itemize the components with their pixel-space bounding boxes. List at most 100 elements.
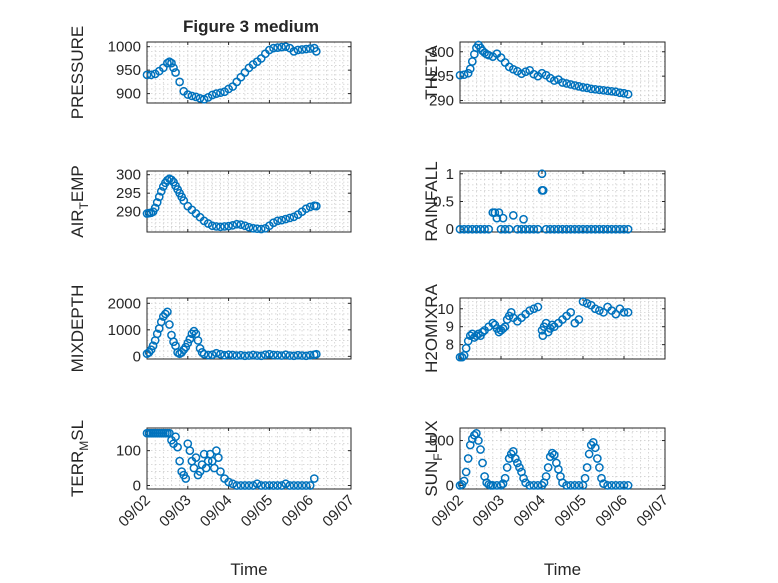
data-point [615, 481, 625, 490]
data-point [183, 90, 193, 99]
data-point [169, 63, 178, 73]
data-point [595, 224, 604, 234]
y-tick-label: 500 [429, 433, 454, 450]
series-pressure [142, 42, 321, 104]
data-point [224, 477, 233, 487]
data-point [260, 481, 270, 490]
y-tick-label: 900 [116, 86, 141, 103]
data-point [537, 68, 547, 78]
data-point [599, 224, 608, 234]
data-point [529, 304, 539, 314]
data-point [142, 70, 152, 80]
data-point [240, 221, 250, 231]
data-point [595, 85, 604, 95]
y-tick-label: 0 [133, 348, 141, 365]
data-point [478, 327, 487, 337]
y-tick-label: 8 [446, 337, 454, 354]
series-sun_flux [455, 429, 633, 490]
data-point [570, 81, 580, 90]
data-point [455, 224, 465, 234]
data-point [541, 472, 551, 481]
data-point [619, 308, 629, 317]
data-point [566, 308, 576, 317]
data-point [216, 222, 225, 232]
data-point [256, 351, 266, 361]
data-point [156, 186, 166, 196]
data-point [484, 50, 494, 60]
data-point [173, 442, 182, 452]
data-point [232, 351, 242, 360]
y-tick-label: 950 [116, 62, 141, 79]
axes-box [459, 297, 666, 360]
data-point [236, 350, 246, 360]
data-point [269, 481, 278, 490]
data-point [590, 443, 600, 453]
data-point [500, 473, 510, 483]
data-point [459, 476, 469, 486]
data-point [244, 222, 254, 232]
y-tick-label: 290 [116, 204, 141, 221]
data-point [607, 86, 617, 96]
data-point [498, 479, 508, 488]
data-point [285, 213, 295, 223]
data-point [517, 69, 526, 79]
data-point [228, 220, 238, 230]
y-tick-label: 0.5 [433, 194, 454, 211]
data-point [199, 349, 209, 359]
data-point [248, 223, 258, 233]
data-point [207, 90, 217, 100]
data-point [603, 86, 612, 96]
data-point [289, 481, 299, 490]
data-point [498, 213, 508, 223]
y-axis-label: PRESSURE [68, 26, 87, 120]
y-tick-label: 0 [446, 477, 454, 494]
data-point [478, 458, 487, 468]
grid-lines [146, 297, 352, 359]
data-point [175, 456, 184, 466]
data-point [502, 463, 512, 472]
data-point [574, 82, 584, 91]
data-point [588, 438, 598, 447]
data-point [220, 350, 229, 360]
data-point [167, 175, 176, 185]
y-axis-label: TERRMSL [68, 420, 91, 497]
data-point [163, 307, 172, 317]
data-point [580, 473, 590, 483]
y-axis-label: H2OMIXRA [422, 283, 441, 372]
x-tick-label: 09/02 [115, 492, 154, 531]
data-point [500, 58, 510, 67]
data-point [252, 479, 262, 489]
data-point [311, 47, 321, 56]
data-point [269, 43, 278, 53]
data-point [212, 348, 221, 358]
data-point [203, 350, 213, 360]
data-point [615, 224, 625, 234]
data-point [582, 463, 592, 472]
data-point [248, 350, 258, 360]
data-point [305, 481, 315, 490]
data-point [574, 315, 584, 324]
data-point [273, 43, 282, 52]
grid-lines [459, 297, 666, 360]
data-point [593, 454, 602, 463]
data-point [273, 216, 282, 226]
data-point [224, 350, 233, 360]
data-point [228, 350, 238, 360]
data-point [623, 308, 633, 317]
data-point [570, 481, 580, 490]
data-point [578, 297, 588, 306]
y-axis-label: MIXDEPTH [68, 285, 87, 373]
data-point [582, 83, 592, 93]
data-point [459, 224, 469, 234]
data-point [154, 192, 164, 202]
y-tick-label: 0 [133, 478, 141, 495]
data-point [599, 85, 608, 95]
data-point [240, 481, 250, 490]
data-point [525, 481, 535, 490]
x-tick-label: 09/04 [510, 492, 549, 531]
data-point [265, 481, 274, 490]
data-point [562, 481, 571, 490]
data-point [277, 481, 286, 490]
y-tick-label: 1000 [108, 39, 141, 56]
